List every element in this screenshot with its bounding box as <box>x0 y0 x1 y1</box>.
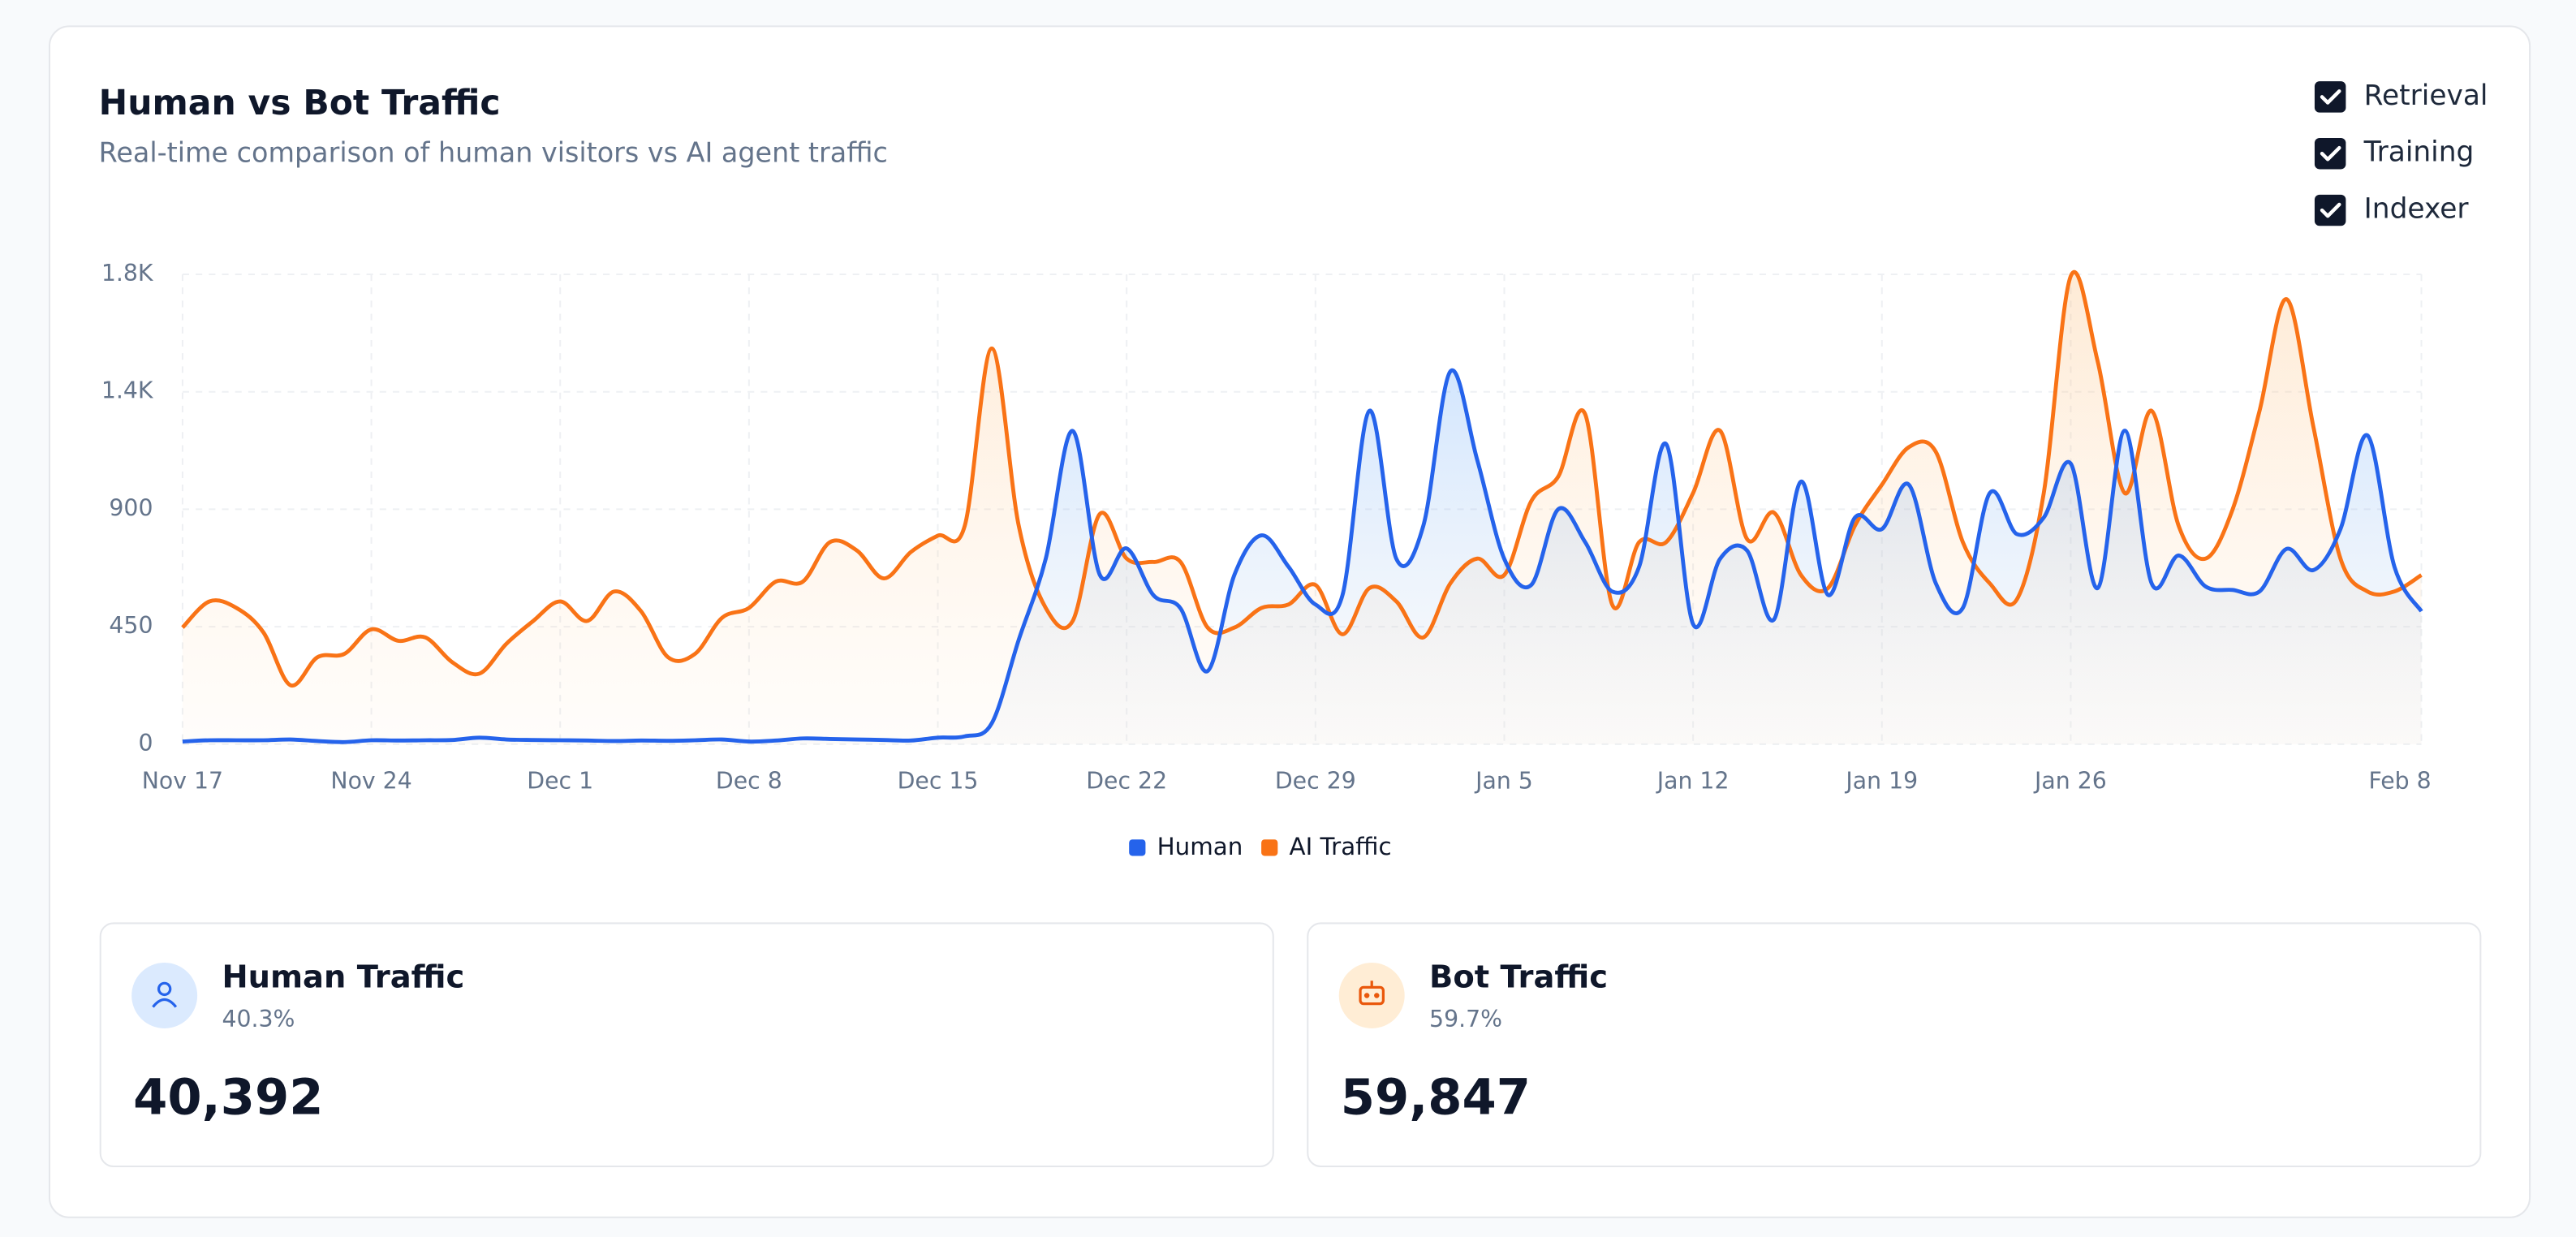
filter-checkbox[interactable]: Indexer <box>2314 193 2470 226</box>
checkbox[interactable] <box>2314 81 2346 113</box>
legend-swatch <box>1261 839 1278 856</box>
x-tick-label: Dec 22 <box>1086 767 1167 794</box>
legend-label: Human <box>1157 833 1243 860</box>
chart-title: Human vs Bot Traffic <box>99 84 501 123</box>
stat-title: Human Traffic <box>222 959 464 996</box>
area-fill <box>182 370 2422 744</box>
stat-total: 40,392 <box>133 1070 323 1127</box>
bot-icon <box>1359 981 1385 1006</box>
x-tick-label: Jan 5 <box>1474 767 1533 794</box>
filters: Retrieval Training Indexer <box>2314 80 2488 226</box>
filter-label[interactable]: Retrieval <box>2364 80 2488 112</box>
checkmark <box>2320 145 2341 162</box>
stat-share: 59.7% <box>1429 1006 1502 1032</box>
legend-label: AI Traffic <box>1290 833 1392 860</box>
checkmark <box>2320 89 2341 105</box>
x-tick-label: Dec 8 <box>716 767 782 794</box>
y-tick-label: 1.4K <box>101 377 154 404</box>
stat-total: 59,847 <box>1341 1070 1531 1127</box>
chart-subtitle: Real-time comparison of human visitors v… <box>99 137 888 169</box>
series-line <box>181 269 2423 687</box>
stat-card <box>99 922 1274 1167</box>
x-tick-label: Nov 17 <box>142 767 223 794</box>
filter-checkbox[interactable]: Training <box>2314 136 2475 170</box>
checkbox[interactable] <box>2314 138 2346 170</box>
series-line <box>182 368 2423 744</box>
stat-share: 40.3% <box>222 1006 295 1032</box>
y-tick-label: 450 <box>109 612 153 639</box>
x-tick-label: Jan 26 <box>2033 767 2107 794</box>
checkmark <box>2320 202 2341 218</box>
x-tick-label: Nov 24 <box>330 767 411 794</box>
legend: Human AI Traffic <box>1129 833 1392 860</box>
plot: 0 450 900 1.4K 1.8K Nov 17 Nov 24 Dec 1 Dec 8 Dec… <box>101 260 2432 794</box>
x-tick-label: Jan 12 <box>1656 767 1730 794</box>
x-tick-label: Dec 1 <box>527 767 593 794</box>
filter-checkbox[interactable]: Retrieval <box>2314 80 2488 113</box>
stat-card <box>1307 922 2482 1167</box>
y-tick-label: 0 <box>138 730 153 756</box>
x-tick-label: Dec 15 <box>898 767 979 794</box>
stat-title: Bot Traffic <box>1429 959 1608 996</box>
x-tick-label: Jan 19 <box>1844 767 1918 794</box>
y-tick-label: 1.8K <box>101 260 154 287</box>
y-tick-label: 900 <box>109 494 153 521</box>
legend-swatch <box>1129 839 1146 856</box>
user-icon <box>152 981 178 1008</box>
filter-label[interactable]: Indexer <box>2364 193 2470 226</box>
x-tick-label: Feb 8 <box>2368 767 2431 794</box>
filter-label[interactable]: Training <box>2363 136 2475 169</box>
x-tick-label: Dec 29 <box>1275 767 1356 794</box>
checkbox[interactable] <box>2314 194 2346 226</box>
icon-bg <box>1338 963 1405 1028</box>
